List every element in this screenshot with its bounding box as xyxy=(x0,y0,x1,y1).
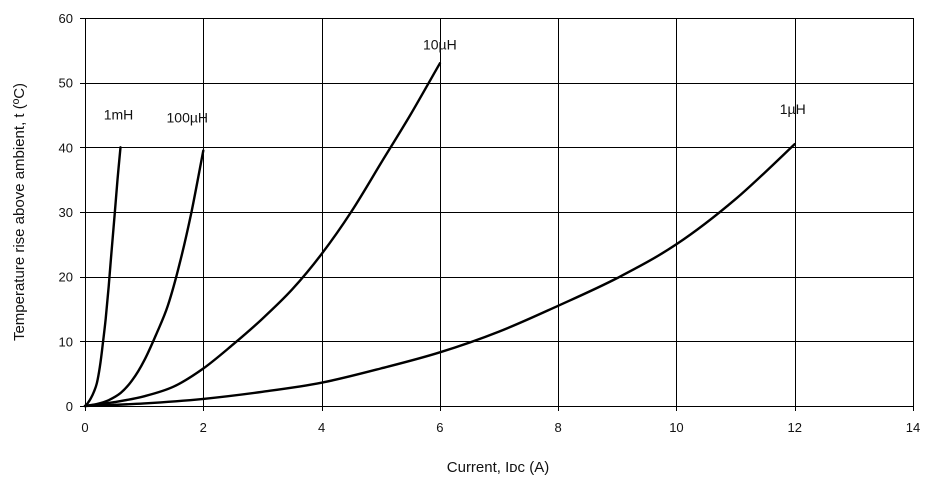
series-label-1: 1mH xyxy=(104,106,134,122)
tick-labels: 0 10 20 30 40 50 60 0 2 4 6 8 10 12 14 xyxy=(59,11,921,435)
series-labels: 1mH 100µH 10µH 1µH xyxy=(104,36,806,125)
plot-frame xyxy=(85,18,914,407)
x-axis-title: Current, Iᴅᴄ (A) xyxy=(447,459,549,476)
x-tick-label: 8 xyxy=(555,420,562,435)
gridlines xyxy=(80,18,914,411)
x-tick-label: 0 xyxy=(81,420,88,435)
y-tick-label: 0 xyxy=(66,399,73,414)
x-tick-label: 4 xyxy=(318,420,325,435)
y-tick-label: 50 xyxy=(59,76,73,91)
x-tick-label: 2 xyxy=(200,420,207,435)
y-tick-label: 20 xyxy=(59,270,73,285)
series-line-4 xyxy=(83,142,796,408)
y-tick-label: 10 xyxy=(59,334,73,349)
y-axis-title: Temperature rise above ambient, t (ºC) xyxy=(11,83,28,341)
series-line-1 xyxy=(83,146,122,408)
y-tick-label: 30 xyxy=(59,205,73,220)
y-tick-label: 40 xyxy=(59,140,73,155)
series-label-4: 1µH xyxy=(780,101,806,117)
y-tick-label: 60 xyxy=(59,11,73,26)
series-line-2 xyxy=(83,149,205,408)
series-label-3: 10µH xyxy=(423,36,457,52)
series-line-3 xyxy=(83,62,442,408)
series-lines xyxy=(83,62,796,408)
x-tick-label: 10 xyxy=(669,420,683,435)
x-tick-label: 12 xyxy=(787,420,801,435)
x-tick-label: 6 xyxy=(436,420,443,435)
series-label-2: 100µH xyxy=(167,110,209,126)
x-tick-label: 14 xyxy=(906,420,920,435)
